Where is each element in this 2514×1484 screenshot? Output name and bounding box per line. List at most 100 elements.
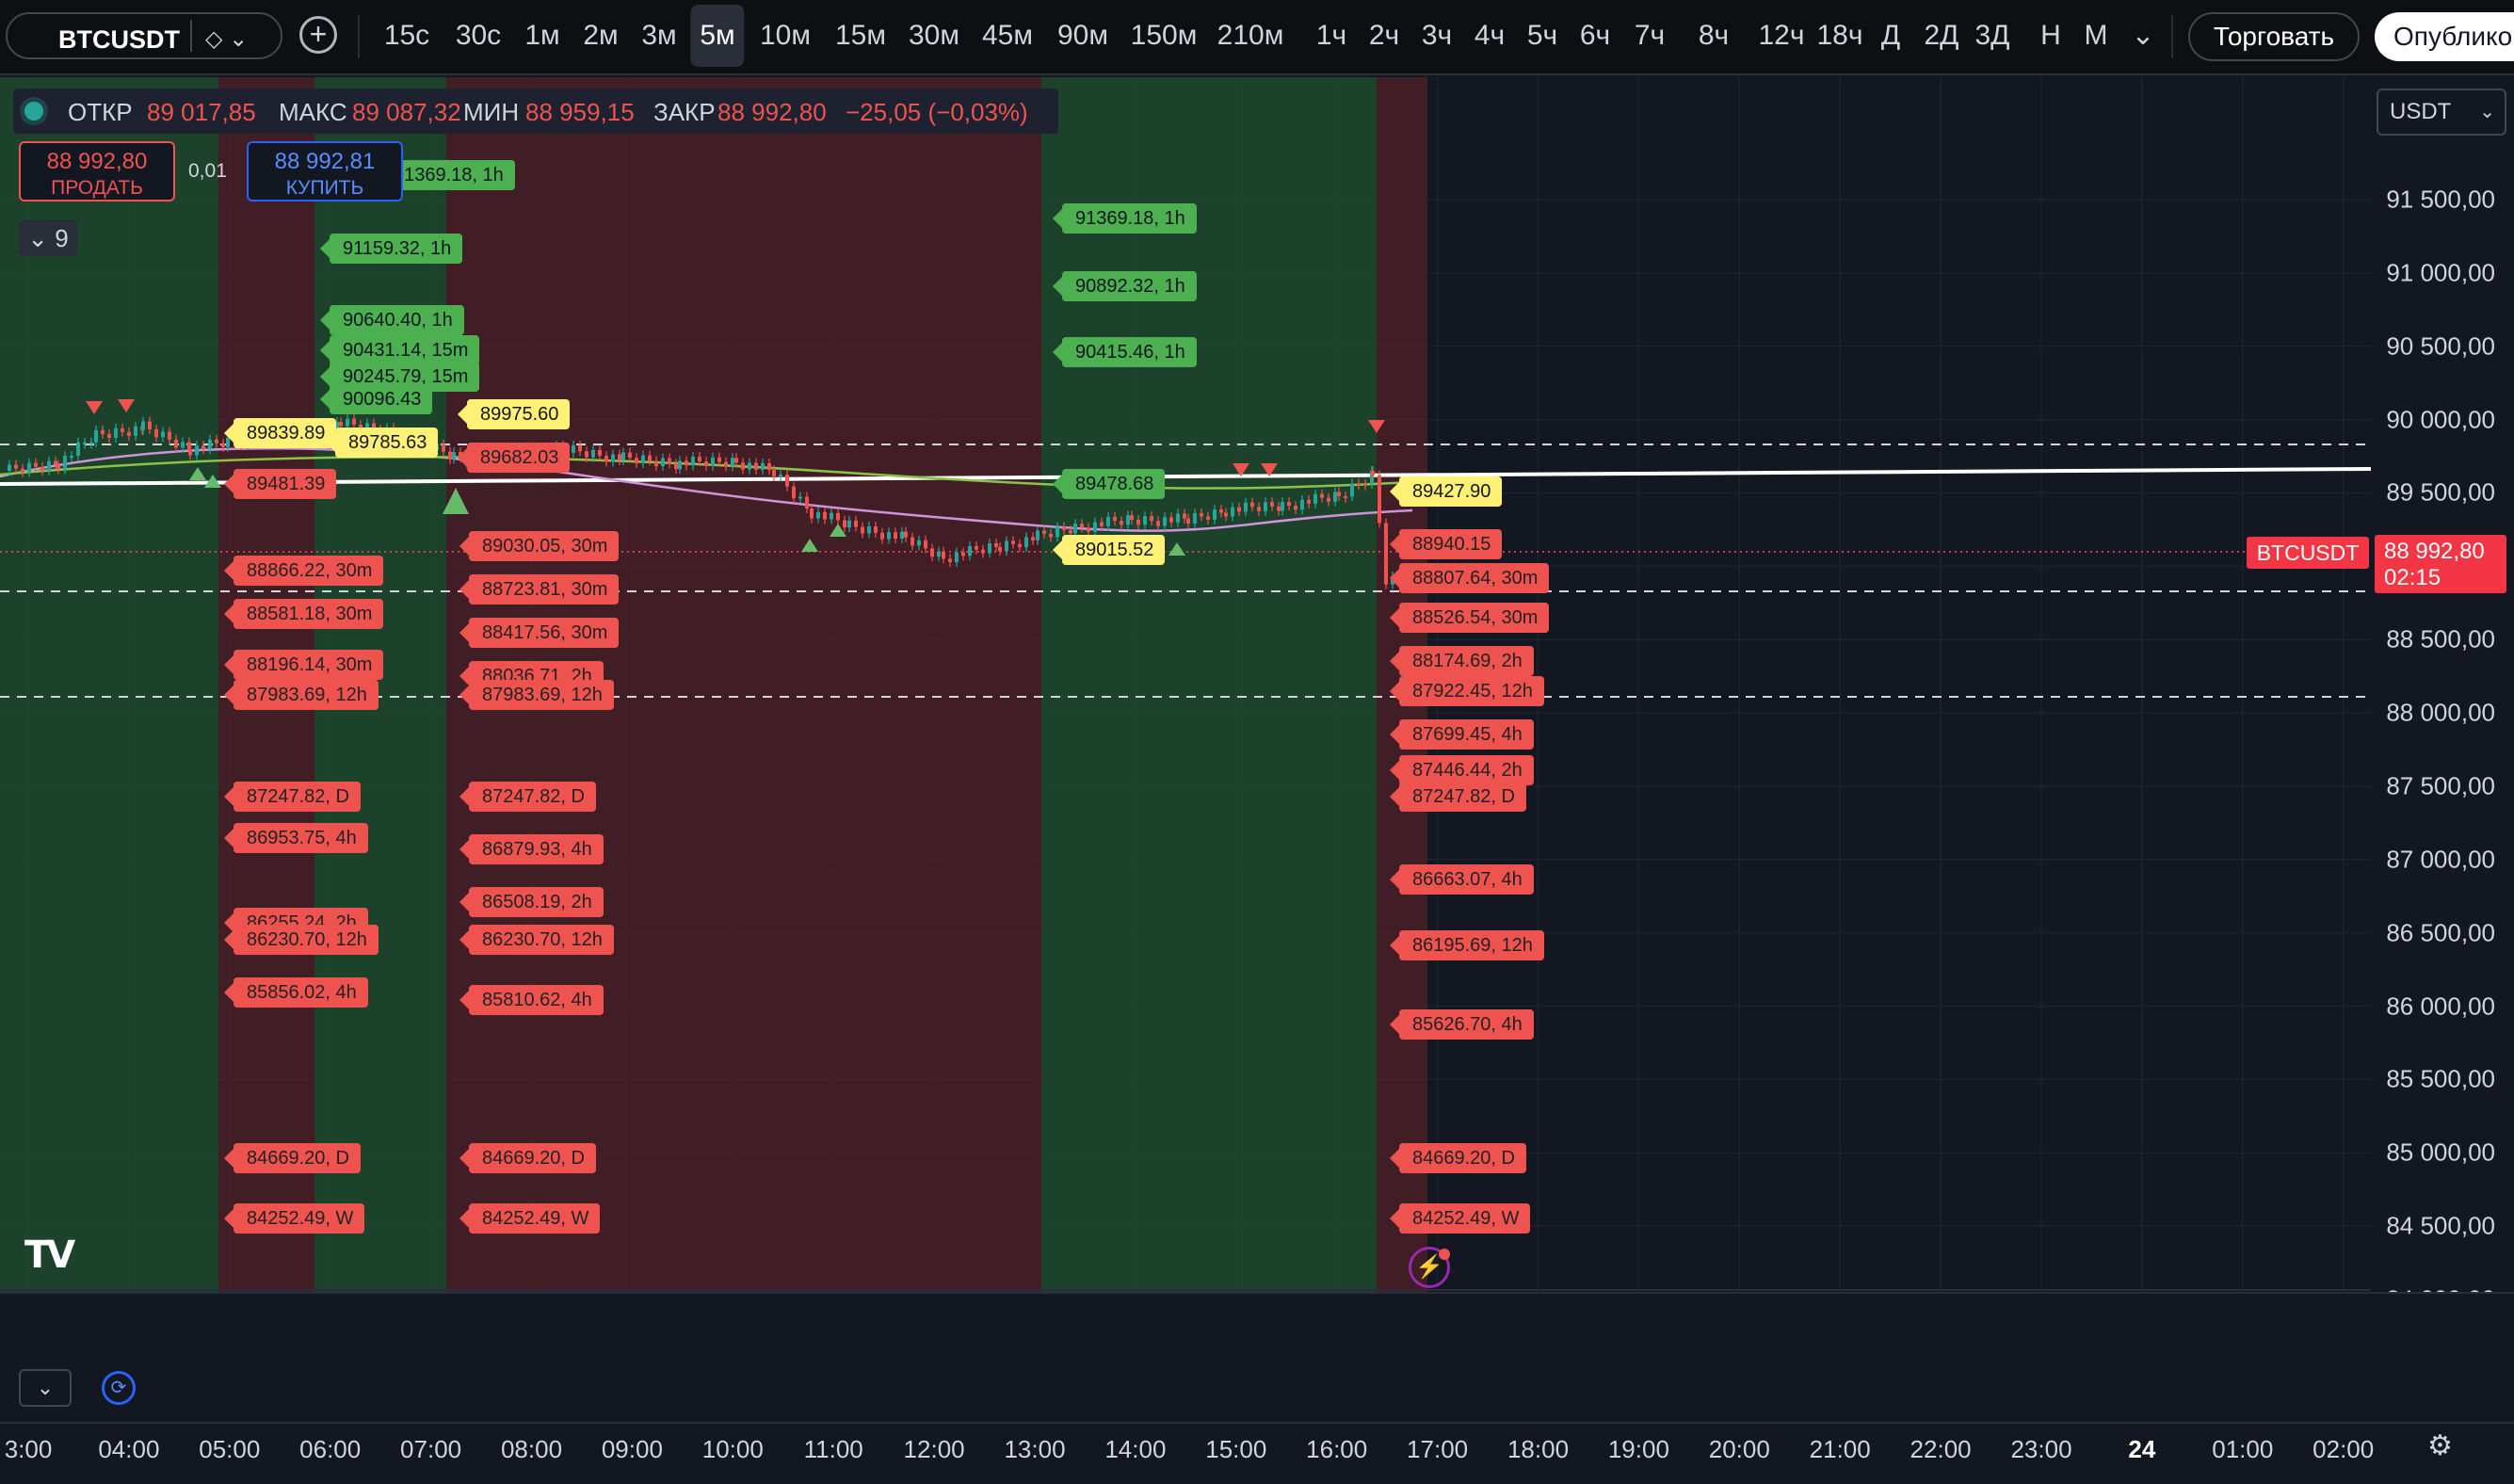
more-intervals-chevron-icon[interactable]: ⌄ — [2131, 20, 2155, 51]
candle-body — [961, 552, 965, 556]
price-axis[interactable]: 91 500,00 91 000,00 90 500,00 90 000,00 89 5… — [2371, 77, 2514, 1293]
level-label: 88723.81, 30m — [459, 574, 620, 605]
candle-body — [47, 460, 51, 471]
low-label: МИН — [463, 98, 520, 126]
candle-body — [1176, 513, 1180, 523]
candle-body — [618, 454, 621, 460]
interval-23[interactable]: 18ч — [1816, 20, 1863, 51]
candle-body — [1062, 526, 1066, 530]
interval-4[interactable]: 2м — [583, 20, 619, 51]
candle-body — [937, 551, 941, 557]
level-label: 87446.44, 2h — [1390, 755, 1534, 785]
interval-11[interactable]: 90м — [1057, 20, 1108, 51]
collapse-chevron-icon[interactable]: ⌄ — [19, 1369, 72, 1407]
candle-body — [1371, 471, 1375, 476]
candle-body — [942, 551, 945, 559]
candle-body — [754, 462, 758, 470]
price-tick: 89 500,00 — [2386, 477, 2495, 507]
candle-body — [141, 421, 145, 430]
interval-8[interactable]: 15м — [835, 20, 886, 51]
candle-body — [1363, 483, 1367, 486]
interval-21[interactable]: 8ч — [1698, 20, 1730, 51]
candle-body — [442, 444, 445, 452]
interval-10[interactable]: 45м — [982, 20, 1033, 51]
interval-9[interactable]: 30м — [909, 20, 959, 51]
interval-27[interactable]: Н — [2040, 20, 2061, 51]
candle-body — [734, 458, 738, 463]
time-axis[interactable]: 3:00 04:00 05:00 06:00 07:00 08:00 09:00 10:00 1… — [0, 1422, 2514, 1484]
candle-body — [635, 458, 638, 464]
gem-icon[interactable]: ◇ ⌄ — [205, 26, 249, 52]
candle-body — [741, 462, 745, 470]
interval-1[interactable]: 15с — [383, 20, 430, 51]
candle-body — [1005, 540, 1008, 552]
interval-28[interactable]: М — [2084, 20, 2108, 51]
interval-18[interactable]: 5ч — [1526, 20, 1558, 51]
candle-body — [810, 508, 814, 519]
price-tick: 88 000,00 — [2386, 698, 2495, 727]
candle-body — [761, 462, 765, 470]
candle-body — [1344, 496, 1347, 498]
interval-3[interactable]: 1м — [524, 20, 560, 51]
candle-body — [1183, 513, 1186, 519]
level-label: 90431.14, 15m — [319, 335, 480, 365]
settings-gear-icon[interactable]: ⚙ — [2427, 1430, 2453, 1461]
currency-select[interactable]: USDT ⌄ — [2377, 89, 2506, 136]
candle-body — [661, 458, 665, 467]
symbol-search[interactable]: BTCUSDT ◇ ⌄ — [6, 12, 282, 59]
price-tag-symbol: BTCUSDT — [2247, 537, 2369, 569]
buy-button[interactable]: 88 992,81 КУПИТЬ — [247, 141, 403, 202]
candle-body — [854, 520, 858, 527]
candle-body — [948, 558, 952, 563]
trade-button[interactable]: Торговать — [2188, 12, 2360, 61]
candle-body — [591, 449, 595, 458]
tradingview-logo[interactable]: TV — [24, 1234, 75, 1277]
sell-button[interactable]: 88 992,80 ПРОДАТЬ — [19, 141, 175, 202]
interval-15[interactable]: 2ч — [1368, 20, 1400, 51]
candle-body — [867, 526, 871, 534]
interval-16[interactable]: 3ч — [1421, 20, 1453, 51]
interval-26[interactable]: 3Д — [1974, 20, 2010, 51]
flash-icon[interactable]: ⚡ — [1409, 1247, 1450, 1288]
price-tick: 87 500,00 — [2386, 771, 2495, 800]
interval-22[interactable]: 12ч — [1758, 20, 1805, 51]
candle-body — [816, 511, 820, 519]
interval-24[interactable]: Д — [1880, 20, 1901, 51]
interval-19[interactable]: 6ч — [1579, 20, 1611, 51]
market-status-icon[interactable] — [24, 102, 43, 121]
interval-20[interactable]: 7ч — [1634, 20, 1666, 51]
candle-body — [1270, 502, 1274, 507]
price-tick: 84 000,00 — [2386, 1285, 2495, 1293]
candle-body — [94, 429, 98, 443]
interval-7[interactable]: 10м — [760, 20, 811, 51]
interval-2[interactable]: 30с — [455, 20, 502, 51]
level-label: 88417.56, 30m — [459, 618, 620, 648]
time-tick: 14:00 — [1104, 1435, 1167, 1463]
symbol-name[interactable]: BTCUSDT — [58, 25, 180, 54]
interval-6[interactable]: 5м — [690, 5, 745, 67]
level-label: 84669.20, D — [1390, 1143, 1526, 1173]
compare-plus-icon[interactable]: + — [299, 16, 337, 54]
candle-body — [1244, 502, 1248, 512]
level-label: 84252.49, W — [459, 1203, 601, 1234]
sync-icon[interactable]: ⟳ — [102, 1371, 136, 1405]
level-label: 90096.43 — [319, 384, 433, 414]
interval-13[interactable]: 210м — [1217, 20, 1284, 51]
open-value: 89 017,85 — [147, 98, 256, 126]
toolbar-divider — [358, 15, 360, 58]
candle-body — [998, 546, 1002, 552]
time-tick: 24 — [2128, 1435, 2156, 1463]
candle-body — [56, 464, 60, 470]
interval-17[interactable]: 4ч — [1474, 20, 1506, 51]
publish-button[interactable]: Опублико — [2375, 12, 2514, 61]
indicators-toggle[interactable]: ⌄ 9 — [19, 220, 77, 256]
candle-body — [1193, 513, 1197, 524]
interval-25[interactable]: 2Д — [1924, 20, 1959, 51]
candle-body — [767, 462, 771, 471]
interval-5[interactable]: 3м — [641, 20, 677, 51]
interval-12[interactable]: 150м — [1130, 20, 1198, 51]
candle-body — [1337, 492, 1341, 496]
candle-body — [585, 451, 588, 458]
candle-body — [1056, 526, 1059, 538]
interval-14[interactable]: 1ч — [1315, 20, 1347, 51]
